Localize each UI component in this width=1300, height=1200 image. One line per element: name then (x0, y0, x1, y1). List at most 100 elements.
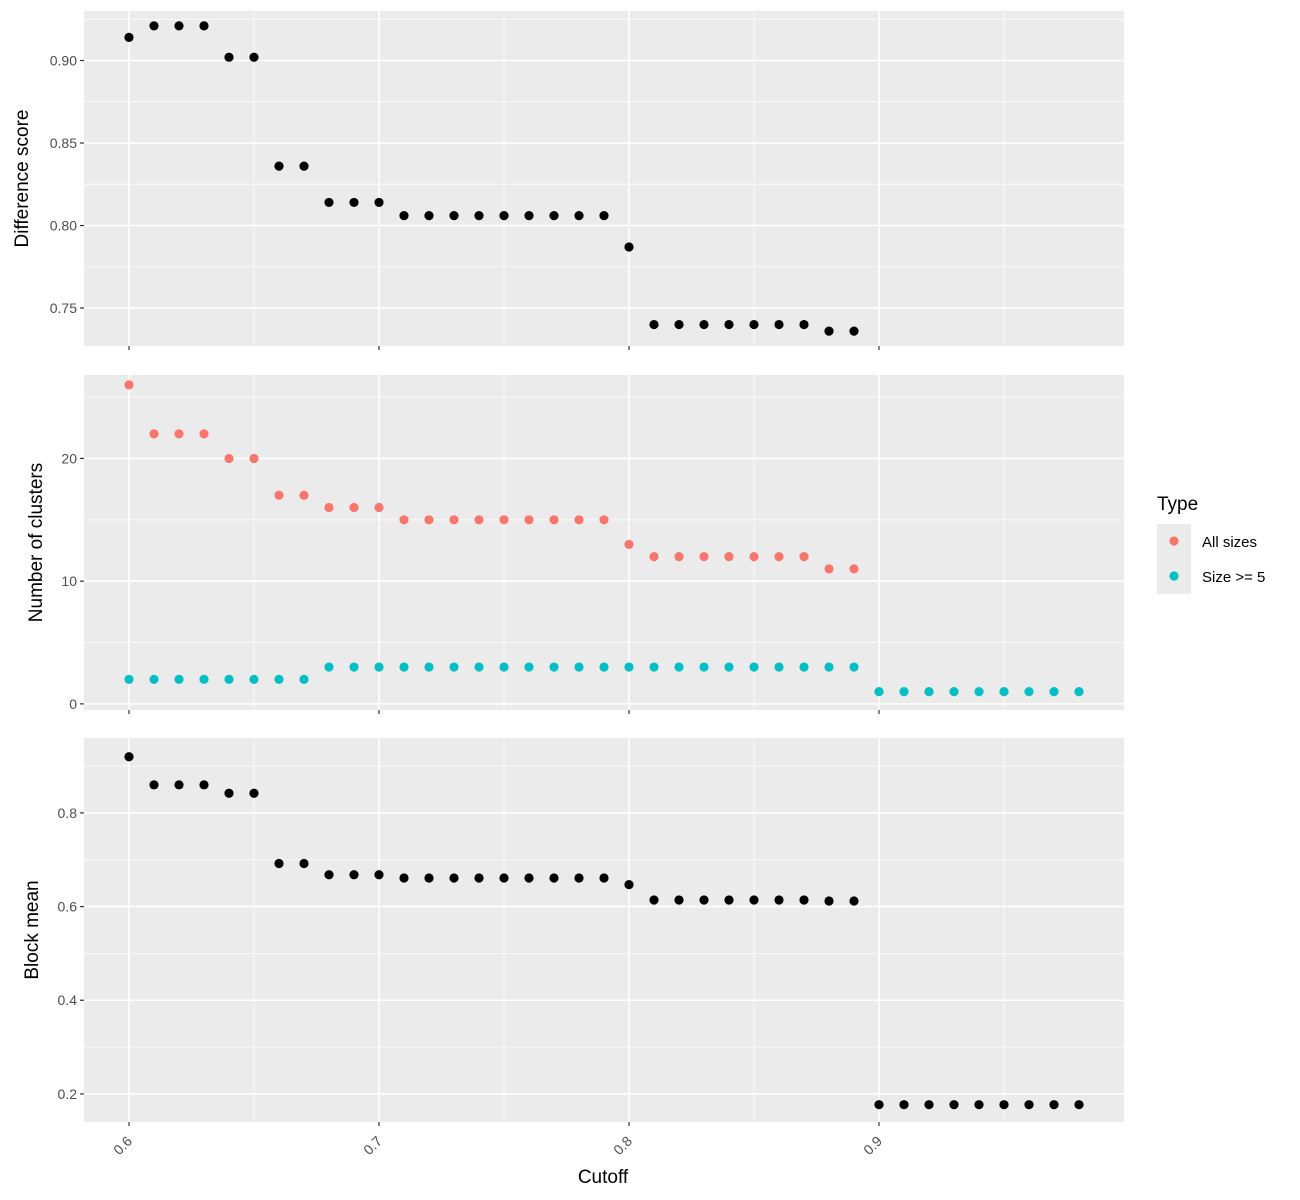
y-tick-label: 10 (61, 573, 77, 589)
data-point (549, 662, 559, 672)
legend-key-size-5 (1169, 571, 1179, 581)
data-point (349, 502, 359, 513)
data-point (199, 429, 209, 439)
data-point (224, 788, 234, 798)
data-point (799, 319, 809, 330)
data-point (699, 552, 709, 562)
data-point (399, 662, 409, 672)
data-point (499, 662, 509, 672)
data-point (924, 686, 934, 697)
data-point (724, 662, 734, 672)
data-point (999, 1100, 1009, 1110)
legend-label-all-sizes: All sizes (1202, 534, 1257, 551)
data-point (874, 686, 884, 697)
data-point (949, 686, 959, 697)
data-point (199, 674, 209, 684)
data-point (774, 319, 784, 330)
data-point (699, 662, 709, 672)
series-size-5 (124, 662, 1084, 697)
data-point (174, 21, 184, 31)
data-point (724, 319, 734, 330)
data-point (274, 858, 284, 869)
data-point (749, 552, 759, 562)
data-point (999, 686, 1009, 697)
data-point (699, 895, 709, 905)
y-axis-title: Block mean (22, 880, 43, 979)
data-point (724, 552, 734, 562)
data-point (149, 21, 159, 31)
data-point (524, 873, 534, 883)
panel-difference: 0.75 0.80 0.85 0.90 Difference score (12, 11, 1124, 350)
data-point (299, 161, 309, 171)
data-point (599, 662, 609, 672)
data-point (474, 211, 484, 221)
y-tick-label: 0.75 (50, 300, 77, 316)
data-point (599, 873, 609, 883)
data-point (399, 211, 409, 221)
data-point (249, 52, 259, 62)
data-point (974, 1100, 984, 1110)
data-point (599, 515, 609, 525)
data-point (749, 895, 759, 905)
x-tick-label: 0.9 (860, 1133, 885, 1158)
data-point (824, 662, 834, 672)
panel-clusters: 0 10 20 Number of clusters (26, 375, 1124, 714)
data-point (674, 552, 684, 562)
legend-title: Type (1157, 494, 1198, 515)
data-point (724, 895, 734, 905)
data-point (349, 662, 359, 672)
legend: Type All sizes Size >= 5 (1157, 494, 1265, 594)
data-point (199, 780, 209, 790)
data-point (374, 197, 384, 208)
data-point (549, 211, 559, 221)
data-point (699, 319, 709, 330)
data-point (674, 319, 684, 330)
data-point (324, 502, 334, 513)
data-point (1049, 1100, 1059, 1110)
data-point (374, 502, 384, 513)
x-tick-labels: 0.6 0.7 0.8 0.9 (110, 1133, 885, 1158)
data-point (124, 752, 134, 762)
data-point (824, 564, 834, 574)
data-point (649, 319, 659, 330)
data-point (299, 858, 309, 869)
data-point (849, 896, 859, 906)
series-blockmean (124, 752, 1084, 1110)
data-point (924, 1100, 934, 1110)
data-point (124, 32, 134, 43)
data-point (149, 674, 159, 684)
data-point (799, 552, 809, 562)
data-point (749, 662, 759, 672)
panel-background (84, 738, 1124, 1122)
y-tick-label: 0.8 (58, 805, 78, 821)
data-point (674, 662, 684, 672)
data-point (424, 873, 434, 883)
data-point (349, 197, 359, 208)
data-point (174, 780, 184, 790)
data-point (474, 515, 484, 525)
data-point (249, 453, 259, 464)
data-point (174, 429, 184, 439)
legend-key-all-sizes (1169, 536, 1179, 546)
data-point (899, 686, 909, 697)
data-point (524, 515, 534, 525)
data-point (449, 873, 459, 883)
data-point (224, 674, 234, 684)
data-point (199, 21, 209, 31)
series-difference (124, 21, 859, 336)
panel-background (84, 11, 1124, 346)
data-point (624, 662, 634, 672)
data-point (799, 662, 809, 672)
data-point (374, 662, 384, 672)
x-tick-label: 0.6 (110, 1133, 135, 1158)
data-point (849, 326, 859, 336)
data-point (649, 552, 659, 562)
y-tick-label: 20 (61, 450, 77, 466)
data-point (274, 674, 284, 684)
x-axis-title: Cutoff (578, 1167, 629, 1188)
data-point (224, 453, 234, 464)
data-point (624, 242, 634, 252)
y-tick-label: 0.2 (58, 1086, 78, 1102)
data-point (624, 539, 634, 549)
